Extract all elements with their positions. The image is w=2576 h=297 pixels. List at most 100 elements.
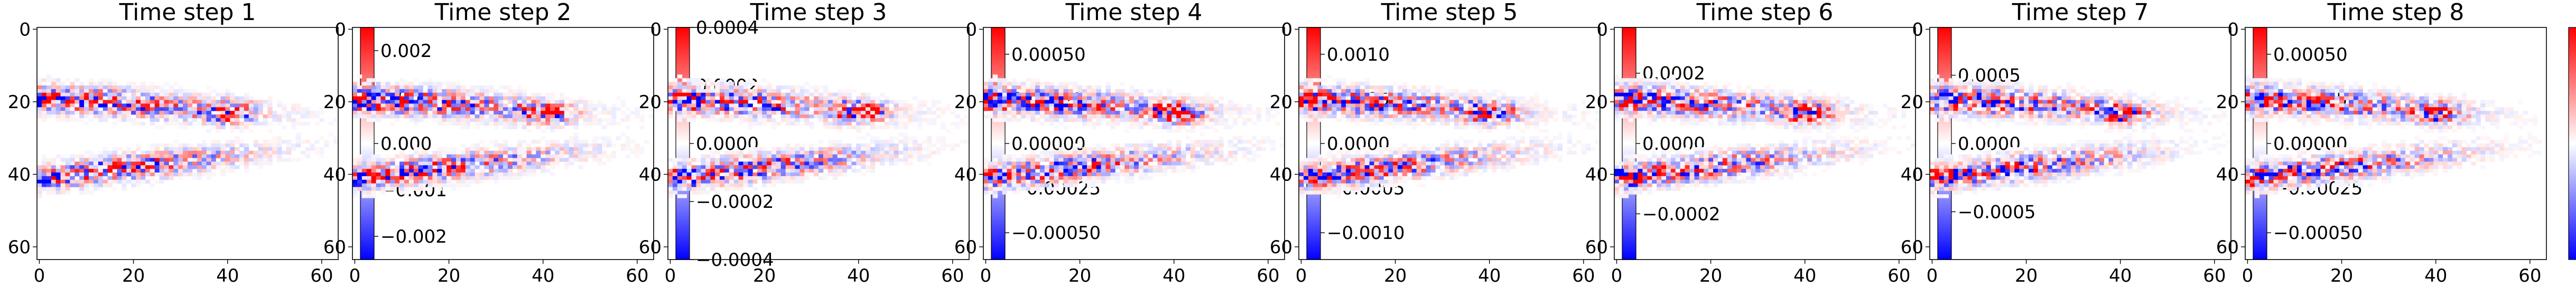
- heatmap-cell: [442, 179, 447, 184]
- heatmap-cell: [413, 173, 419, 177]
- heatmap-cell: [37, 111, 42, 115]
- heatmap-cell: [136, 165, 141, 169]
- heatmap-cell: [122, 165, 127, 169]
- heatmap-cell: [1529, 107, 1535, 111]
- heatmap-cell: [512, 111, 518, 115]
- heatmap-cell: [447, 161, 452, 166]
- heatmap-cell: [46, 103, 52, 108]
- heatmap-cell: [767, 107, 772, 111]
- heatmap-cell: [908, 118, 913, 122]
- heatmap-cell: [691, 107, 696, 111]
- heatmap-cell: [799, 100, 805, 104]
- heatmap-cell: [1030, 114, 1036, 119]
- heatmap-cell: [780, 161, 786, 166]
- heatmap-cell: [870, 96, 876, 100]
- heatmap-cell: [606, 136, 612, 140]
- heatmap-cell: [140, 176, 146, 180]
- heatmap-cell: [743, 100, 748, 104]
- heatmap-cell: [1355, 100, 1361, 104]
- heatmap-cell: [1143, 103, 1149, 108]
- heatmap-cell: [1515, 96, 1520, 100]
- heatmap-cell: [84, 190, 89, 195]
- heatmap-cell: [1219, 147, 1224, 151]
- heatmap-cell: [1492, 89, 1497, 93]
- heatmap-cell: [98, 92, 104, 97]
- heatmap-cell: [757, 154, 762, 158]
- heatmap-cell: [1426, 111, 1431, 115]
- heatmap-cell: [1214, 143, 1219, 148]
- heatmap-cell: [1355, 121, 1361, 126]
- heatmap-cell: [1534, 103, 1539, 108]
- heatmap-cell: [1082, 92, 1087, 97]
- heatmap-cell: [1167, 92, 1172, 97]
- heatmap-cell: [597, 143, 602, 148]
- heatmap-cell: [832, 107, 838, 111]
- heatmap-cell: [1091, 121, 1097, 126]
- heatmap-cell: [1086, 89, 1092, 93]
- heatmap-cell: [898, 158, 904, 162]
- heatmap-cell: [1496, 96, 1502, 100]
- heatmap-cell: [1496, 103, 1502, 108]
- heatmap-cell: [366, 190, 372, 195]
- heatmap-cell: [451, 96, 457, 100]
- heatmap-cell: [814, 100, 819, 104]
- heatmap-cell: [494, 140, 499, 144]
- heatmap-cell: [602, 140, 607, 144]
- heatmap-cell: [988, 82, 993, 86]
- heatmap-cell: [70, 183, 75, 187]
- heatmap-cell: [112, 89, 117, 93]
- heatmap-cell: [455, 111, 461, 115]
- heatmap-cell: [357, 107, 362, 111]
- heatmap-cell: [1049, 161, 1054, 166]
- heatmap-cell: [371, 183, 376, 187]
- heatmap-cell: [211, 140, 216, 144]
- heatmap-cell: [526, 169, 532, 173]
- heatmap-cell: [1138, 150, 1144, 155]
- heatmap-cell: [1270, 147, 1276, 151]
- heatmap-cell: [122, 100, 127, 104]
- heatmap-cell: [1176, 161, 1182, 166]
- heatmap-cell: [239, 100, 245, 104]
- heatmap-cell: [1214, 103, 1219, 108]
- heatmap-cell: [611, 107, 617, 111]
- heatmap-cell: [79, 176, 85, 180]
- heatmap-cell: [507, 118, 513, 122]
- heatmap-cell: [988, 103, 993, 108]
- heatmap-cell: [70, 100, 75, 104]
- heatmap-cell: [686, 165, 692, 169]
- heatmap-cell: [427, 179, 433, 184]
- heatmap-cell: [819, 161, 824, 166]
- heatmap-cell: [1355, 82, 1361, 86]
- heatmap-cell: [1543, 136, 1549, 140]
- heatmap-cell: [983, 190, 989, 195]
- heatmap-cell: [235, 118, 240, 122]
- heatmap-cell: [507, 125, 513, 129]
- heatmap-cell: [413, 121, 419, 126]
- heatmap-cell: [282, 114, 287, 119]
- heatmap-cell: [225, 165, 230, 169]
- heatmap-cell: [75, 118, 80, 122]
- heatmap-cell: [122, 96, 127, 100]
- heatmap-cell: [531, 161, 536, 166]
- heatmap-cell: [263, 114, 268, 119]
- heatmap-cell: [983, 187, 989, 191]
- heatmap-cell: [705, 111, 711, 115]
- heatmap-cell: [903, 132, 908, 137]
- heatmap-cell: [889, 136, 894, 140]
- heatmap-cell: [522, 150, 527, 155]
- heatmap-cell: [1185, 136, 1191, 140]
- heatmap-cell: [837, 111, 842, 115]
- heatmap-cell: [192, 176, 198, 180]
- heatmap-cell: [1350, 114, 1356, 119]
- heatmap-cell: [1228, 143, 1233, 148]
- heatmap-cell: [752, 111, 758, 115]
- heatmap-cell: [60, 165, 66, 169]
- heatmap-cell: [705, 103, 711, 108]
- heatmap-cell: [220, 161, 226, 166]
- heatmap-cell: [427, 100, 433, 104]
- heatmap-cell: [799, 150, 805, 155]
- heatmap-cell: [517, 147, 523, 151]
- heatmap-cell: [578, 150, 583, 155]
- heatmap-cell: [46, 114, 52, 119]
- heatmap-cell: [686, 179, 692, 184]
